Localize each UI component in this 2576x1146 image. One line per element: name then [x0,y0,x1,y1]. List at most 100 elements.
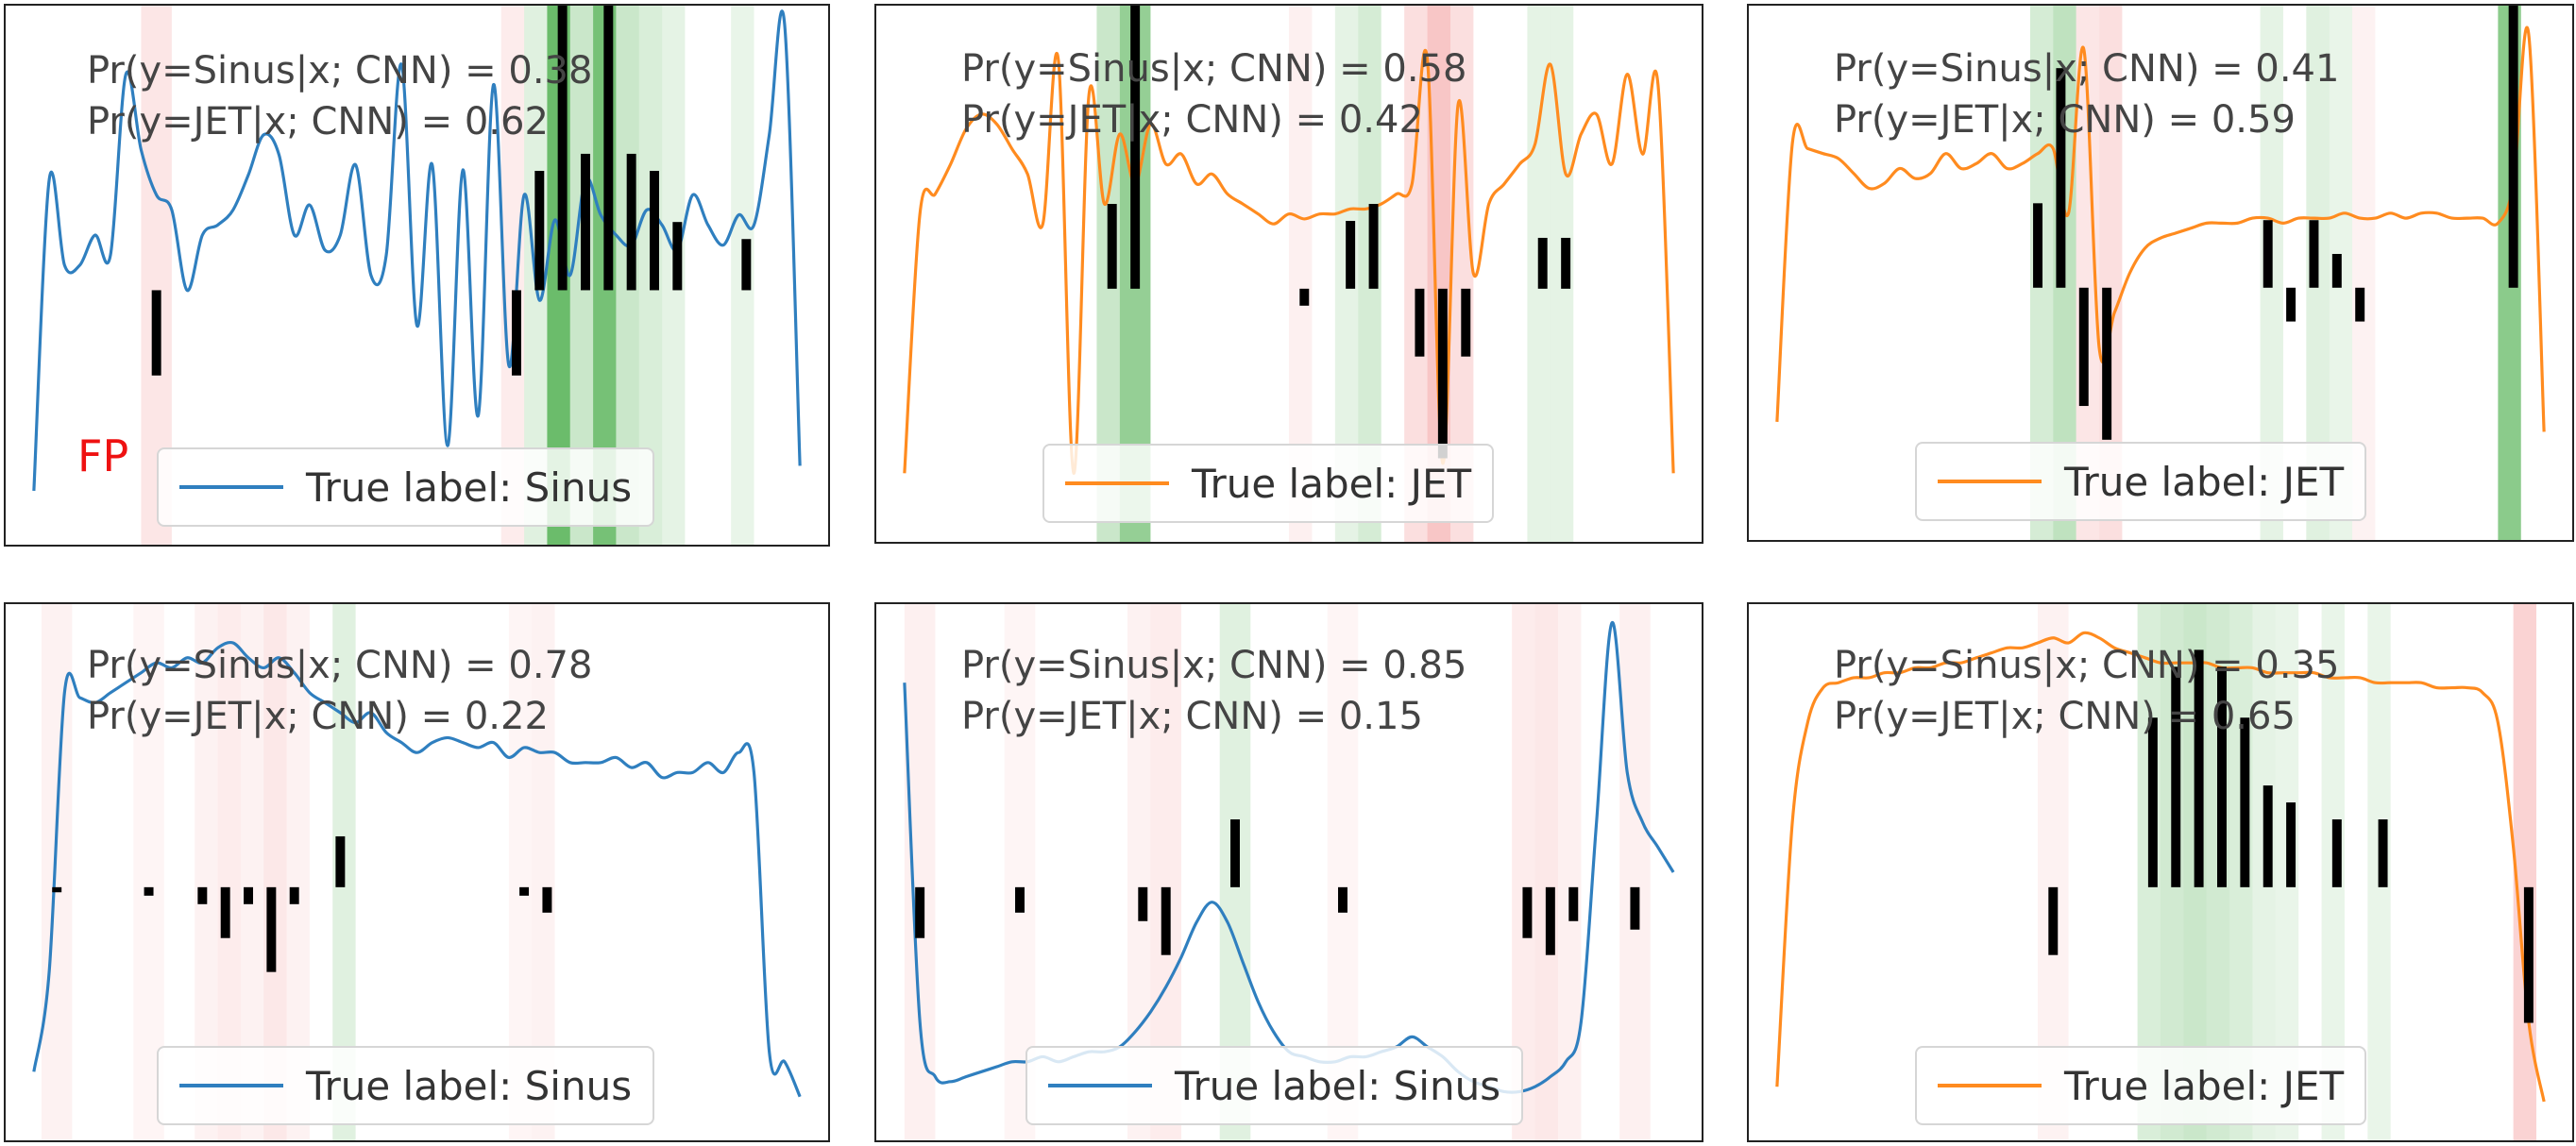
legend: True label: Sinus [157,1046,655,1125]
legend: True label: Sinus [157,447,655,527]
chart-panel-4: Pr(y=Sinus|x; CNN) = 0.78 Pr(y=JET|x; CN… [4,602,830,1142]
prob-jet-label: Pr(y=JET|x; CNN) = 0.62 [87,100,549,143]
attribution-bar [1346,221,1356,289]
prob-jet-label: Pr(y=JET|x; CNN) = 0.59 [1834,98,2296,142]
prob-sinus-label: Pr(y=Sinus|x; CNN) = 0.41 [1834,47,2340,91]
signal-line-sinus [32,9,802,491]
legend-line-swatch [1048,1084,1152,1087]
legend-line-swatch [1938,1084,2042,1087]
attribution-bar [2262,220,2273,288]
attribution-bar [2056,68,2066,288]
negative-attribution-band [904,604,936,1140]
attribution-bar [2194,649,2204,887]
attribution-bar [2286,802,2296,887]
attribution-bar [2508,6,2518,288]
attribution-bar [1437,288,1448,459]
attribution-bars [2048,649,2534,1023]
signal-line-jet [1775,631,2546,1103]
legend-label: True label: Sinus [1175,1062,1501,1109]
attribution-bar [2523,886,2534,1023]
attribution-bar [672,222,683,291]
attribution-bar [2331,254,2342,288]
attribution-bar [557,6,568,291]
attribution-bar [1338,886,1347,913]
attribution-bar [603,6,614,291]
attribution-bar [1630,886,1640,930]
attribution-bar [1130,6,1141,289]
attribution-bar [741,239,752,291]
attribution-bar [2147,717,2158,887]
signal-line-jet [1775,25,2546,432]
legend: True label: JET [1915,1046,2367,1125]
negative-attribution-band [41,604,73,1140]
legend-line-swatch [1938,480,2042,483]
false-positive-marker: FP [77,430,129,481]
negative-attribution-band [1557,604,1582,1140]
legend-label: True label: JET [2064,1062,2345,1109]
legend-line-swatch [179,1084,283,1087]
attribution-bar [144,886,154,896]
attribution-bar [244,886,253,904]
prob-sinus-label: Pr(y=Sinus|x; CNN) = 0.38 [87,49,593,93]
chart-panel-5: Pr(y=Sinus|x; CNN) = 0.85 Pr(y=JET|x; CN… [874,602,1703,1142]
attribution-bar [2078,287,2089,407]
attribution-bar [2309,220,2319,288]
attribution-bar [2048,886,2059,955]
attribution-bar [1230,819,1240,887]
attribution-bars [2033,6,2518,440]
attribution-bar [2286,287,2296,322]
attribution-bars [915,819,1640,955]
attribution-bar [534,170,545,291]
attribution-bar [220,886,230,938]
attribution-bars [1107,6,1571,459]
attribution-bar [519,886,530,896]
attribution-bar [581,153,590,291]
attribution-bar [1368,204,1379,289]
signal-line-sinus [32,640,802,1098]
attribution-bar [1415,288,1425,357]
attribution-bar [2331,819,2342,887]
attribution-bar [2378,819,2388,887]
prob-jet-label: Pr(y=JET|x; CNN) = 0.15 [961,695,1423,738]
attribution-bar [2240,717,2250,887]
negative-attribution-band [1619,604,1651,1140]
attribution-bar [1461,288,1471,357]
attribution-bar [266,886,277,972]
attribution-bar [1138,886,1148,921]
attribution-bar [2217,666,2227,887]
legend: True label: JET [1915,442,2367,521]
prob-jet-label: Pr(y=JET|x; CNN) = 0.42 [961,98,1423,142]
chart-panel-1: Pr(y=Sinus|x; CNN) = 0.38 Pr(y=JET|x; CN… [4,4,830,547]
attribution-bar [626,153,636,291]
attribution-bar [1161,886,1171,955]
prob-sinus-label: Pr(y=Sinus|x; CNN) = 0.78 [87,644,593,687]
attribution-bar [52,886,62,893]
attribution-bar [1107,204,1117,289]
attribution-bar [915,886,925,938]
chart-panel-2: Pr(y=Sinus|x; CNN) = 0.58 Pr(y=JET|x; CN… [874,4,1703,544]
attribution-bar [335,835,346,887]
attribution-bar [1537,237,1548,289]
attribution-bar [151,290,161,376]
attribution-bar [1545,886,1555,955]
legend: True label: JET [1042,444,1495,523]
attribution-bars [151,6,752,376]
attribution-bar [542,886,552,913]
attribution-bar [650,170,659,291]
attribution-bar [1561,237,1571,289]
negative-attribution-band [1534,604,1558,1140]
legend-label: True label: Sinus [306,1062,633,1109]
chart-panel-6: Pr(y=Sinus|x; CNN) = 0.35 Pr(y=JET|x; CN… [1747,602,2574,1142]
legend-label: True label: Sinus [306,463,633,511]
legend-line-swatch [1065,481,1169,485]
signal-line-jet [903,48,1675,475]
attribution-bar [1568,886,1579,921]
prob-jet-label: Pr(y=JET|x; CNN) = 0.65 [1834,695,2296,738]
attribution-bar [2262,785,2273,887]
attribution-bar [197,886,208,904]
attribution-bar [511,290,521,376]
attribution-bar [2355,287,2365,322]
prob-sinus-label: Pr(y=Sinus|x; CNN) = 0.58 [961,47,1467,91]
attribution-bar [2102,287,2112,440]
legend-label: True label: JET [2064,458,2345,505]
